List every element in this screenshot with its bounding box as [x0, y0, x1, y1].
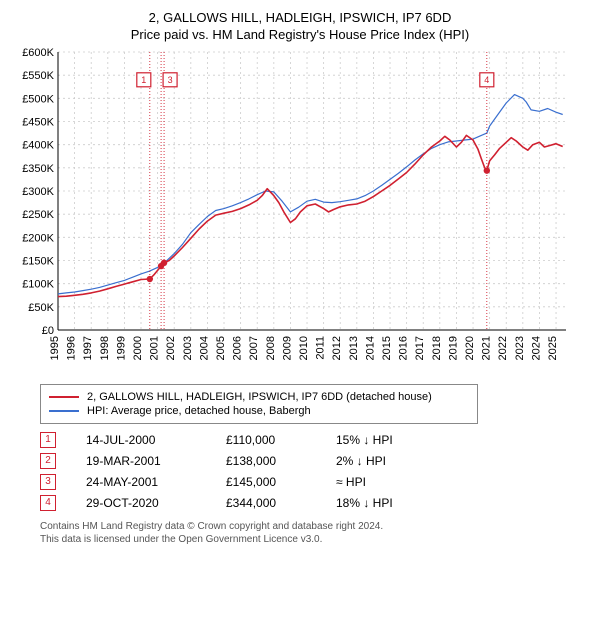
footer-line-2: This data is licensed under the Open Gov…: [40, 534, 590, 545]
svg-text:£200K: £200K: [22, 232, 54, 244]
svg-text:2000: 2000: [132, 336, 144, 360]
legend: 2, GALLOWS HILL, HADLEIGH, IPSWICH, IP7 …: [40, 384, 478, 424]
price-chart: £0 £50K £100K £150K £200K £250K £300K £350K £400…: [10, 48, 590, 378]
svg-text:1998: 1998: [99, 336, 111, 360]
svg-text:2024: 2024: [530, 336, 542, 360]
svg-text:2001: 2001: [149, 336, 161, 360]
legend-label: 2, GALLOWS HILL, HADLEIGH, IPSWICH, IP7 …: [87, 391, 432, 403]
svg-text:2019: 2019: [447, 336, 459, 360]
transaction-row: 2 19-MAR-2001£138,0002% ↓ HPI: [40, 453, 590, 469]
legend-swatch: [49, 410, 79, 412]
transaction-price: £145,000: [226, 475, 336, 489]
transaction-delta: 15% ↓ HPI: [336, 433, 446, 447]
chart-svg: £0 £50K £100K £150K £200K £250K £300K £350K £400…: [10, 48, 570, 378]
svg-text:2021: 2021: [481, 336, 493, 360]
svg-text:2023: 2023: [514, 336, 526, 360]
svg-text:1: 1: [141, 75, 146, 85]
svg-text:2017: 2017: [414, 336, 426, 360]
transaction-date: 29-OCT-2020: [86, 496, 226, 510]
svg-text:2009: 2009: [281, 336, 293, 360]
transaction-delta: 18% ↓ HPI: [336, 496, 446, 510]
svg-text:2002: 2002: [165, 336, 177, 360]
svg-text:2007: 2007: [248, 336, 260, 360]
svg-text:2020: 2020: [464, 336, 476, 360]
svg-text:£500K: £500K: [22, 93, 54, 105]
transaction-delta: ≈ HPI: [336, 475, 446, 489]
svg-text:2006: 2006: [232, 336, 244, 360]
svg-text:£350K: £350K: [22, 163, 54, 175]
legend-swatch: [49, 396, 79, 398]
svg-text:£400K: £400K: [22, 140, 54, 152]
transaction-row: 1 14-JUL-2000£110,00015% ↓ HPI: [40, 432, 590, 448]
svg-text:£0: £0: [42, 325, 54, 337]
transaction-date: 19-MAR-2001: [86, 454, 226, 468]
svg-text:2018: 2018: [431, 336, 443, 360]
transaction-number: 4: [40, 495, 56, 511]
svg-text:2010: 2010: [298, 336, 310, 360]
transaction-price: £344,000: [226, 496, 336, 510]
chart-title-subtitle: Price paid vs. HM Land Registry's House …: [10, 27, 590, 42]
svg-text:1996: 1996: [66, 336, 78, 360]
transactions-table: 1 14-JUL-2000£110,00015% ↓ HPI 2 19-MAR-200…: [40, 432, 590, 511]
transaction-price: £110,000: [226, 433, 336, 447]
svg-text:2003: 2003: [182, 336, 194, 360]
svg-text:2008: 2008: [265, 336, 277, 360]
transaction-number: 3: [40, 474, 56, 490]
svg-text:1997: 1997: [82, 336, 94, 360]
svg-text:£250K: £250K: [22, 209, 54, 221]
transaction-row: 3 24-MAY-2001£145,000≈ HPI: [40, 474, 590, 490]
transaction-number: 1: [40, 432, 56, 448]
svg-text:£300K: £300K: [22, 186, 54, 198]
svg-text:1999: 1999: [115, 336, 127, 360]
svg-text:2011: 2011: [315, 336, 327, 360]
transaction-price: £138,000: [226, 454, 336, 468]
svg-text:2016: 2016: [398, 336, 410, 360]
transaction-number: 2: [40, 453, 56, 469]
transaction-delta: 2% ↓ HPI: [336, 454, 446, 468]
svg-text:4: 4: [484, 75, 489, 85]
svg-text:3: 3: [168, 75, 173, 85]
legend-item: HPI: Average price, detached house, Babe…: [49, 405, 469, 417]
data-attribution: Contains HM Land Registry data © Crown c…: [40, 521, 590, 545]
transaction-date: 24-MAY-2001: [86, 475, 226, 489]
svg-text:£100K: £100K: [22, 279, 54, 291]
svg-text:2013: 2013: [348, 336, 360, 360]
svg-text:2012: 2012: [331, 336, 343, 360]
svg-text:2014: 2014: [364, 336, 376, 360]
svg-text:£50K: £50K: [28, 302, 54, 314]
svg-text:£150K: £150K: [22, 256, 54, 268]
transaction-date: 14-JUL-2000: [86, 433, 226, 447]
legend-item: 2, GALLOWS HILL, HADLEIGH, IPSWICH, IP7 …: [49, 391, 469, 403]
svg-text:2004: 2004: [198, 336, 210, 360]
footer-line-1: Contains HM Land Registry data © Crown c…: [40, 521, 590, 532]
svg-text:1995: 1995: [49, 336, 61, 360]
svg-text:£550K: £550K: [22, 70, 54, 82]
svg-text:2005: 2005: [215, 336, 227, 360]
svg-text:£450K: £450K: [22, 117, 54, 129]
legend-label: HPI: Average price, detached house, Babe…: [87, 405, 311, 417]
transaction-row: 4 29-OCT-2020£344,00018% ↓ HPI: [40, 495, 590, 511]
chart-title-address: 2, GALLOWS HILL, HADLEIGH, IPSWICH, IP7 …: [10, 10, 590, 25]
svg-text:2022: 2022: [497, 336, 509, 360]
svg-text:2015: 2015: [381, 336, 393, 360]
svg-text:£600K: £600K: [22, 48, 54, 59]
svg-text:2025: 2025: [547, 336, 559, 360]
